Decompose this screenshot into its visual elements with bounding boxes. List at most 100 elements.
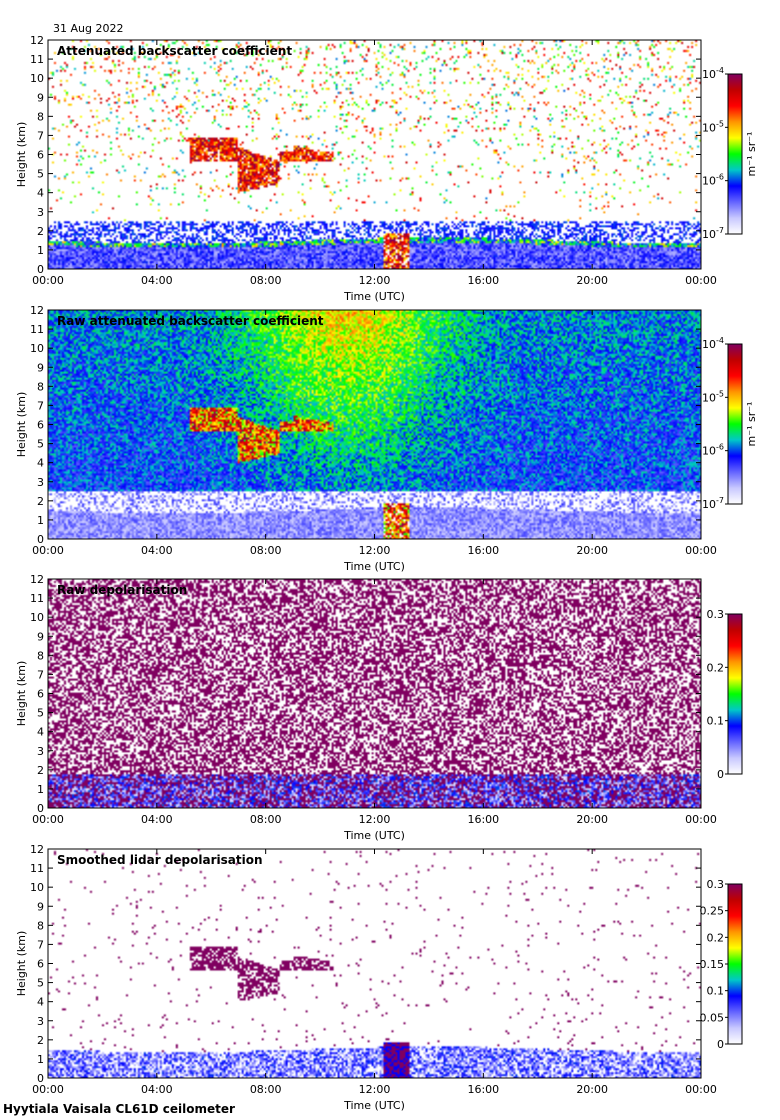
colorbar-tick-base: 10 (702, 391, 716, 404)
colorbar-tick-exp: -7 (716, 226, 724, 235)
y-tick-label: 8 (37, 919, 44, 932)
colorbar (727, 73, 743, 235)
y-tick-label: 4 (37, 187, 44, 200)
colorbar-label: m⁻¹ sr⁻¹ (745, 132, 758, 177)
y-tick-label: 12 (30, 843, 44, 856)
y-tick-label: 7 (37, 668, 44, 681)
colorbar-tick-label: 10-4 (702, 66, 724, 81)
y-tick-label: 3 (37, 206, 44, 219)
x-tick-label: 12:00 (359, 274, 391, 287)
y-axis-label: Height (km) (15, 661, 28, 727)
colorbar-tick-label: 10-6 (702, 443, 724, 458)
x-tick-label: 12:00 (359, 813, 391, 826)
y-tick-label: 4 (37, 457, 44, 470)
heatmap-image (48, 849, 701, 1078)
x-tick-label: 20:00 (576, 1083, 608, 1096)
y-tick-label: 11 (30, 862, 44, 875)
x-tick-label: 00:00 (32, 274, 64, 287)
y-tick-label: 0 (37, 802, 44, 815)
y-tick-label: 12 (30, 573, 44, 586)
colorbar-tick-base: 10 (702, 175, 716, 188)
x-tick-label: 20:00 (576, 274, 608, 287)
y-axis-label: Height (km) (15, 122, 28, 188)
colorbar-tick-exp: -4 (716, 336, 724, 345)
y-axis-label: Height (km) (15, 931, 28, 997)
y-tick-label: 10 (30, 342, 44, 355)
x-tick-label: 08:00 (250, 1083, 282, 1096)
y-tick-label: 8 (37, 110, 44, 123)
y-tick-label: 8 (37, 649, 44, 662)
x-tick-label: 20:00 (576, 544, 608, 557)
x-tick-label: 16:00 (467, 274, 499, 287)
colorbar-tick-label: 0.1 (707, 985, 725, 998)
colorbar-label: m⁻¹ sr⁻¹ (745, 402, 758, 447)
y-tick-label: 10 (30, 611, 44, 624)
y-tick-label: 9 (37, 361, 44, 374)
y-tick-label: 7 (37, 938, 44, 951)
y-tick-label: 0 (37, 263, 44, 276)
colorbar-tick-label: 0.2 (707, 661, 725, 674)
colorbar-tick-label: 0 (717, 768, 724, 781)
colorbar-tick-exp: -6 (716, 443, 724, 452)
x-tick-label: 04:00 (141, 1083, 173, 1096)
y-tick-label: 2 (37, 764, 44, 777)
x-tick-label: 00:00 (685, 544, 717, 557)
x-tick-label: 00:00 (32, 1083, 64, 1096)
y-tick-label: 9 (37, 630, 44, 643)
x-tick-label: 12:00 (359, 544, 391, 557)
y-tick-label: 3 (37, 476, 44, 489)
y-tick-label: 9 (37, 91, 44, 104)
y-tick-label: 2 (37, 1034, 44, 1047)
y-tick-label: 1 (37, 1053, 44, 1066)
x-tick-label: 00:00 (685, 1083, 717, 1096)
colorbar (727, 613, 743, 775)
y-tick-label: 7 (37, 399, 44, 412)
colorbar-tick-base: 10 (702, 68, 716, 81)
y-tick-label: 6 (37, 149, 44, 162)
x-tick-label: 00:00 (685, 274, 717, 287)
heatmap-image (48, 579, 701, 808)
colorbar-tick-base: 10 (702, 445, 716, 458)
x-tick-label: 16:00 (467, 544, 499, 557)
colorbar-tick-exp: -4 (716, 66, 724, 75)
x-tick-label: 12:00 (359, 1083, 391, 1096)
y-tick-label: 5 (37, 707, 44, 720)
panel-title: Smoothed lidar depolarisation (57, 853, 263, 867)
panel-2: Raw attenuated backscatter coefficient 0 1… (15, 304, 758, 573)
x-tick-label: 16:00 (467, 1083, 499, 1096)
panel-title: Raw attenuated backscatter coefficient (57, 314, 324, 328)
y-tick-label: 3 (37, 1015, 44, 1028)
y-tick-label: 4 (37, 726, 44, 739)
colorbar-tick-label: 10-6 (702, 173, 724, 188)
x-tick-label: 20:00 (576, 813, 608, 826)
x-tick-label: 04:00 (141, 274, 173, 287)
y-tick-label: 11 (30, 323, 44, 336)
colorbar-tick-label: 0.3 (707, 878, 725, 891)
x-axis-label: Time (UTC) (343, 1099, 405, 1112)
y-tick-label: 5 (37, 168, 44, 181)
colorbar-tick-label: 0.1 (707, 715, 725, 728)
x-tick-label: 04:00 (141, 544, 173, 557)
heatmap-image (48, 310, 701, 539)
colorbar (727, 883, 743, 1045)
x-tick-label: 08:00 (250, 274, 282, 287)
colorbar-tick-label: 10-7 (702, 226, 724, 241)
x-tick-label: 00:00 (32, 544, 64, 557)
x-tick-label: 08:00 (250, 813, 282, 826)
panel-4: Smoothed lidar depolarisation01234567891… (15, 843, 743, 1112)
colorbar-tick-exp: -7 (716, 496, 724, 505)
y-tick-label: 6 (37, 958, 44, 971)
y-tick-label: 6 (37, 688, 44, 701)
colorbar-tick-label: 0.15 (700, 958, 725, 971)
colorbar-tick-label: 10-7 (702, 496, 724, 511)
colorbar-tick-label: 0.2 (707, 931, 725, 944)
y-tick-label: 2 (37, 225, 44, 238)
y-tick-label: 12 (30, 304, 44, 317)
colorbar-tick-exp: -6 (716, 173, 724, 182)
x-tick-label: 00:00 (32, 813, 64, 826)
colorbar-tick-base: 10 (702, 228, 716, 241)
x-tick-label: 16:00 (467, 813, 499, 826)
y-tick-label: 4 (37, 996, 44, 1009)
x-tick-label: 00:00 (685, 813, 717, 826)
